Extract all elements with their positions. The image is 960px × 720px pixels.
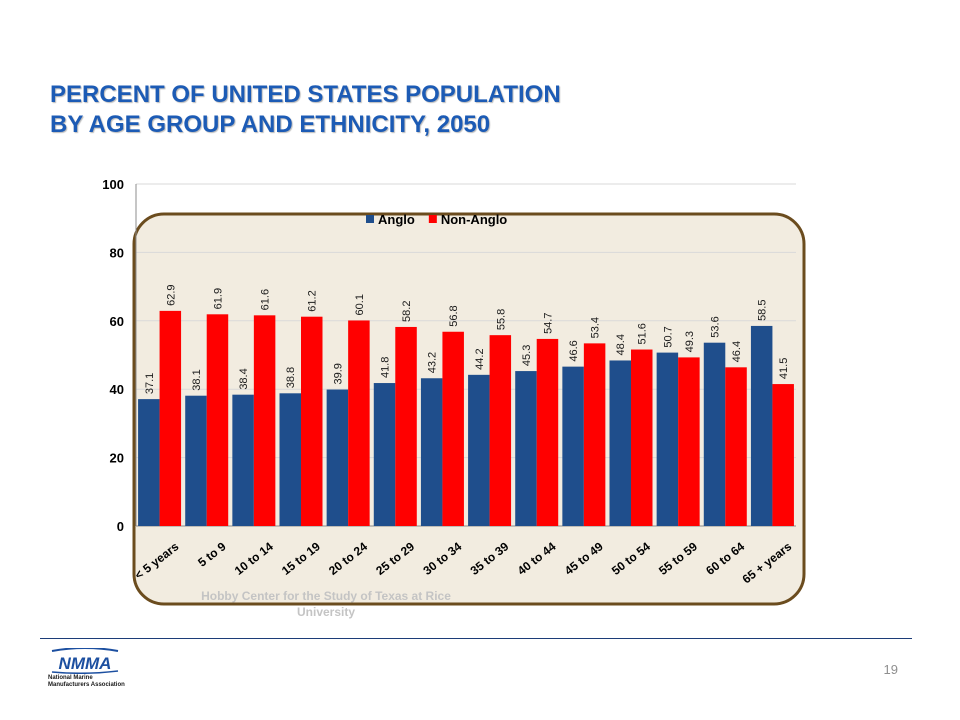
bar-non-anglo	[678, 357, 700, 526]
slide-title-line1: PERCENT OF UNITED STATES POPULATION	[50, 81, 561, 108]
data-label: 45.3	[521, 345, 533, 366]
nmma-logo-mark-text: NMMA	[59, 654, 112, 673]
footer-divider	[40, 638, 912, 639]
data-label: 46.4	[731, 341, 743, 362]
data-label: 61.9	[212, 288, 224, 309]
bar-anglo	[279, 393, 301, 526]
data-label: 44.2	[474, 348, 486, 369]
data-label: 58.5	[757, 300, 769, 321]
bar-anglo	[562, 366, 584, 526]
y-tick-label: 0	[117, 519, 124, 534]
nmma-logo-line2: Manufacturers Association	[48, 682, 125, 688]
legend-swatch	[366, 215, 374, 223]
nmma-logo-text: National Marine Manufacturers Associatio…	[48, 675, 138, 689]
bar-anglo	[185, 395, 207, 526]
data-label: 61.6	[260, 289, 272, 310]
bar-non-anglo	[395, 326, 417, 526]
bar-anglo	[232, 394, 254, 526]
source-caption-line1: Hobby Center for the Study of Texas at R…	[201, 589, 451, 603]
data-label: 54.7	[542, 313, 554, 334]
legend-label: Anglo	[378, 212, 415, 227]
legend-swatch	[428, 215, 437, 223]
source-caption-line2: University	[297, 605, 355, 619]
bar-non-anglo	[536, 338, 559, 526]
bar-non-anglo	[489, 335, 512, 526]
y-tick-label: 100	[102, 177, 124, 192]
bar-anglo	[609, 360, 631, 526]
data-label: 51.6	[637, 323, 649, 344]
bar-anglo	[138, 399, 160, 526]
bar-non-anglo	[772, 384, 794, 526]
nmma-logo: NMMA National Marine Manufacturers Assoc…	[44, 648, 134, 694]
bar-anglo	[468, 374, 490, 526]
slide-title: PERCENT OF UNITED STATES POPULATION BY A…	[50, 80, 561, 140]
data-label: 55.8	[495, 309, 507, 330]
data-label: 48.4	[615, 334, 627, 355]
y-tick-label: 80	[110, 245, 124, 260]
data-label: 38.4	[238, 368, 250, 389]
bar-non-anglo	[442, 331, 464, 526]
data-label: 38.1	[191, 369, 203, 390]
bar-non-anglo	[301, 316, 323, 526]
bar-non-anglo	[206, 314, 229, 526]
data-label: 39.9	[332, 363, 344, 384]
y-tick-label: 20	[110, 451, 124, 466]
data-label: 41.5	[778, 358, 790, 379]
bar-anglo	[326, 389, 349, 526]
y-tick-label: 40	[110, 382, 124, 397]
bar-non-anglo	[725, 367, 747, 526]
data-label: 41.8	[380, 357, 392, 378]
bar-anglo	[515, 371, 537, 526]
y-tick-label: 60	[110, 314, 124, 329]
bar-anglo	[420, 378, 443, 526]
nmma-logo-mark: NMMA	[51, 648, 119, 674]
bar-non-anglo	[253, 315, 276, 526]
data-label: 37.1	[144, 373, 156, 394]
data-label: 38.8	[285, 367, 297, 388]
data-label: 43.2	[427, 352, 439, 373]
data-label: 58.2	[401, 301, 413, 322]
nmma-logo-line1: National Marine	[48, 675, 93, 681]
bar-anglo	[656, 352, 679, 526]
data-label: 50.7	[662, 326, 674, 347]
data-label: 53.4	[590, 317, 602, 338]
bar-anglo	[750, 325, 773, 526]
bar-non-anglo	[159, 310, 182, 526]
bar-non-anglo	[583, 343, 606, 526]
bar-non-anglo	[348, 320, 370, 526]
slide-title-line2: BY AGE GROUP AND ETHNICITY, 2050	[50, 111, 491, 138]
data-label: 53.6	[710, 316, 722, 337]
legend-label: Non-Anglo	[441, 212, 507, 227]
page-number: 19	[883, 662, 898, 677]
data-label: 49.3	[684, 331, 696, 352]
bar-anglo	[373, 383, 396, 526]
bar-anglo	[703, 342, 726, 526]
data-label: 46.6	[568, 340, 580, 361]
data-label: 62.9	[165, 284, 177, 305]
data-label: 56.8	[448, 305, 460, 326]
data-label: 60.1	[354, 294, 366, 315]
bar-non-anglo	[631, 349, 653, 526]
data-label: 61.2	[307, 290, 319, 311]
